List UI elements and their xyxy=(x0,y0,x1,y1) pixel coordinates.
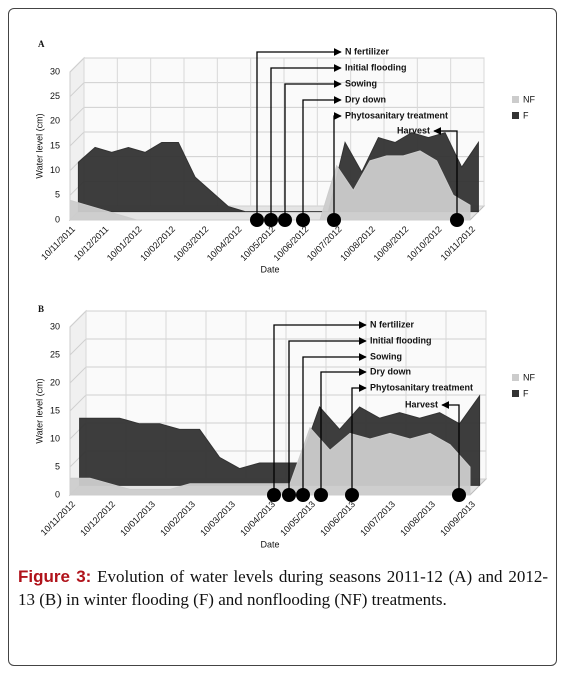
event-label: Harvest xyxy=(397,125,430,135)
event-label: Harvest xyxy=(405,399,438,409)
x-axis-label: Date xyxy=(260,264,279,274)
event-arrow xyxy=(284,80,342,220)
y-tick-label: 25 xyxy=(50,91,60,101)
x-tick-label: 10/06/2013 xyxy=(318,499,357,538)
x-tick-label: 10/03/2013 xyxy=(198,499,237,538)
x-tick-label: 10/01/2013 xyxy=(118,499,157,538)
event-arrow xyxy=(270,64,342,220)
caption: Figure 3: Evolution of water levels duri… xyxy=(18,565,548,611)
event-marker xyxy=(278,213,292,227)
x-tick-label: 10/08/2013 xyxy=(398,499,437,538)
legend-swatch xyxy=(512,374,519,381)
y-tick-label: 5 xyxy=(55,190,60,200)
charts: A051015202530FNF10/11/201110/12/201110/0… xyxy=(34,39,535,549)
y-tick-label: 20 xyxy=(50,116,60,126)
x-tick-label: 10/09/2012 xyxy=(372,224,411,263)
x-tick-label: 10/07/2013 xyxy=(358,499,397,538)
event-marker xyxy=(282,488,296,502)
y-tick-label: 0 xyxy=(55,214,60,224)
event-arrow xyxy=(320,368,367,495)
legend-swatch xyxy=(512,96,519,103)
y-tick-label: 5 xyxy=(55,461,60,471)
y-tick-label: 10 xyxy=(50,433,60,443)
event-arrow xyxy=(273,321,367,495)
x-tick-label: 10/07/2012 xyxy=(305,224,344,263)
x-tick-label: 10/05/2013 xyxy=(278,499,317,538)
event-arrow xyxy=(351,384,367,495)
y-tick-label: 30 xyxy=(50,66,60,76)
event-marker xyxy=(327,213,341,227)
event-arrow xyxy=(288,337,367,495)
event-label: N fertilizer xyxy=(345,46,390,56)
x-tick-label: 10/05/2012 xyxy=(238,224,277,263)
x-tick-label: 10/06/2012 xyxy=(272,224,311,263)
x-tick-label: 10/03/2012 xyxy=(172,224,211,263)
legend-swatch xyxy=(512,112,519,119)
y-tick-label: 15 xyxy=(50,405,60,415)
event-label: Initial flooding xyxy=(345,62,407,72)
y-tick-label: 15 xyxy=(50,140,60,150)
event-label: Initial flooding xyxy=(370,335,432,345)
x-tick-label: 10/04/2012 xyxy=(205,224,244,263)
x-tick-label: 10/11/2012 xyxy=(439,224,477,262)
event-marker xyxy=(452,488,466,502)
event-arrow xyxy=(302,96,342,220)
y-tick-label: 25 xyxy=(50,349,60,359)
x-tick-label: 10/10/2012 xyxy=(405,224,444,263)
event-marker xyxy=(296,488,310,502)
x-tick-label: 10/12/2012 xyxy=(78,499,117,538)
event-arrow xyxy=(333,112,342,220)
x-tick-label: 10/11/2012 xyxy=(39,499,77,537)
x-tick-label: 10/02/2012 xyxy=(138,224,177,263)
event-label: Phytosanitary treatment xyxy=(345,110,448,120)
event-marker xyxy=(250,213,264,227)
event-arrow xyxy=(433,127,458,220)
x-tick-label: 10/09/2013 xyxy=(438,499,477,538)
event-marker xyxy=(264,213,278,227)
event-marker xyxy=(450,213,464,227)
y-tick-label: 10 xyxy=(50,165,60,175)
x-tick-label: 10/02/2013 xyxy=(158,499,197,538)
event-label: Sowing xyxy=(345,78,377,88)
figure-frame xyxy=(8,8,557,666)
event-arrow xyxy=(441,401,460,495)
area-0 xyxy=(69,426,471,496)
x-axis-label: Date xyxy=(260,539,279,549)
chart-title: B xyxy=(38,304,44,314)
event-marker xyxy=(296,213,310,227)
x-tick-label: 10/01/2012 xyxy=(105,224,144,263)
event-label: Sowing xyxy=(370,351,402,361)
event-arrow xyxy=(256,48,342,220)
legend-label: NF xyxy=(523,372,535,382)
x-tick-label: 10/08/2012 xyxy=(338,224,377,263)
event-marker xyxy=(314,488,328,502)
legend-label: F xyxy=(523,388,529,398)
caption-text: Evolution of water levels during seasons… xyxy=(18,567,548,609)
event-label: Phytosanitary treatment xyxy=(370,382,473,392)
legend-label: F xyxy=(523,110,529,120)
event-label: Dry down xyxy=(345,94,386,104)
caption-label: Figure 3: xyxy=(18,567,92,586)
x-tick-label: 10/04/2013 xyxy=(238,499,277,538)
x-tick-label: 10/11/2011 xyxy=(39,224,77,262)
legend-label: NF xyxy=(523,94,535,104)
y-tick-label: 20 xyxy=(50,377,60,387)
event-label: N fertilizer xyxy=(370,319,415,329)
y-axis-label: Water level (cm) xyxy=(34,113,44,178)
event-arrow xyxy=(302,353,367,495)
y-tick-label: 0 xyxy=(55,489,60,499)
chart-title: A xyxy=(38,39,45,49)
event-marker xyxy=(267,488,281,502)
legend-swatch xyxy=(512,390,519,397)
y-axis-label: Water level (cm) xyxy=(34,378,44,443)
event-marker xyxy=(345,488,359,502)
event-label: Dry down xyxy=(370,366,411,376)
y-tick-label: 30 xyxy=(50,321,60,331)
